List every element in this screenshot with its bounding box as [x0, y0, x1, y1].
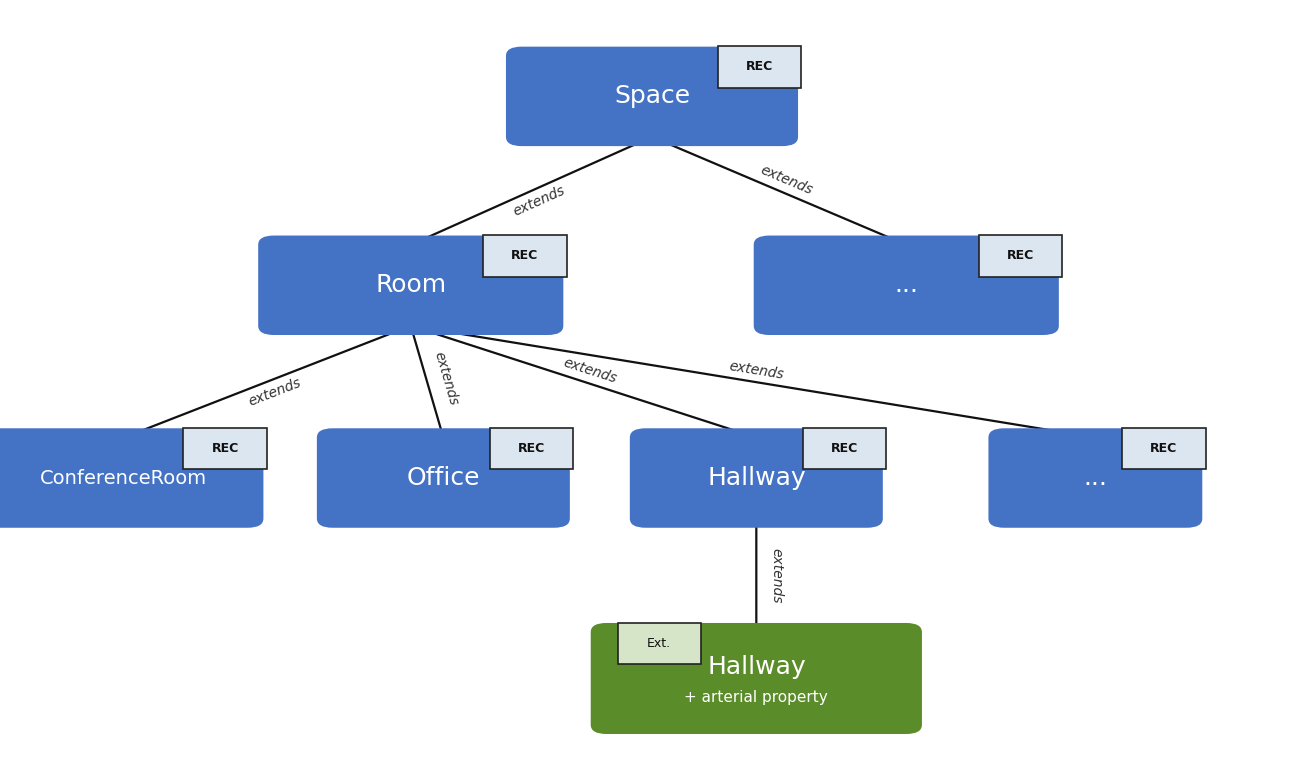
FancyBboxPatch shape: [630, 429, 883, 528]
FancyBboxPatch shape: [618, 622, 702, 664]
Text: REC: REC: [1007, 249, 1034, 262]
Text: extends: extends: [759, 163, 815, 197]
Text: ...: ...: [895, 273, 918, 298]
Text: extends: extends: [728, 359, 785, 382]
Text: Room: Room: [376, 273, 446, 298]
Text: REC: REC: [518, 442, 545, 455]
FancyBboxPatch shape: [1123, 428, 1206, 470]
Text: REC: REC: [746, 60, 773, 73]
FancyBboxPatch shape: [317, 429, 570, 528]
Text: Office: Office: [407, 466, 480, 490]
Text: REC: REC: [211, 442, 239, 455]
Text: REC: REC: [1150, 442, 1178, 455]
FancyBboxPatch shape: [803, 428, 887, 470]
FancyBboxPatch shape: [484, 235, 567, 277]
Text: Hallway: Hallway: [707, 466, 806, 490]
Text: Space: Space: [614, 84, 690, 109]
FancyBboxPatch shape: [506, 46, 798, 146]
FancyBboxPatch shape: [719, 46, 802, 88]
Text: ConferenceRoom: ConferenceRoom: [40, 469, 207, 487]
FancyBboxPatch shape: [0, 429, 263, 528]
Text: + arterial property: + arterial property: [685, 690, 828, 705]
FancyBboxPatch shape: [184, 428, 267, 470]
FancyBboxPatch shape: [591, 623, 922, 734]
Text: extends: extends: [511, 183, 567, 219]
Text: extends: extends: [561, 355, 618, 386]
Text: REC: REC: [511, 249, 539, 262]
Text: REC: REC: [831, 442, 858, 455]
Text: Hallway: Hallway: [707, 655, 806, 679]
Text: extends: extends: [246, 375, 303, 409]
FancyBboxPatch shape: [754, 236, 1059, 335]
Text: extends: extends: [769, 547, 782, 603]
FancyBboxPatch shape: [988, 429, 1202, 528]
FancyBboxPatch shape: [490, 428, 574, 470]
FancyBboxPatch shape: [258, 236, 563, 335]
Text: extends: extends: [432, 350, 460, 407]
FancyBboxPatch shape: [979, 235, 1063, 277]
Text: Ext.: Ext.: [647, 637, 672, 650]
Text: ...: ...: [1084, 466, 1107, 490]
